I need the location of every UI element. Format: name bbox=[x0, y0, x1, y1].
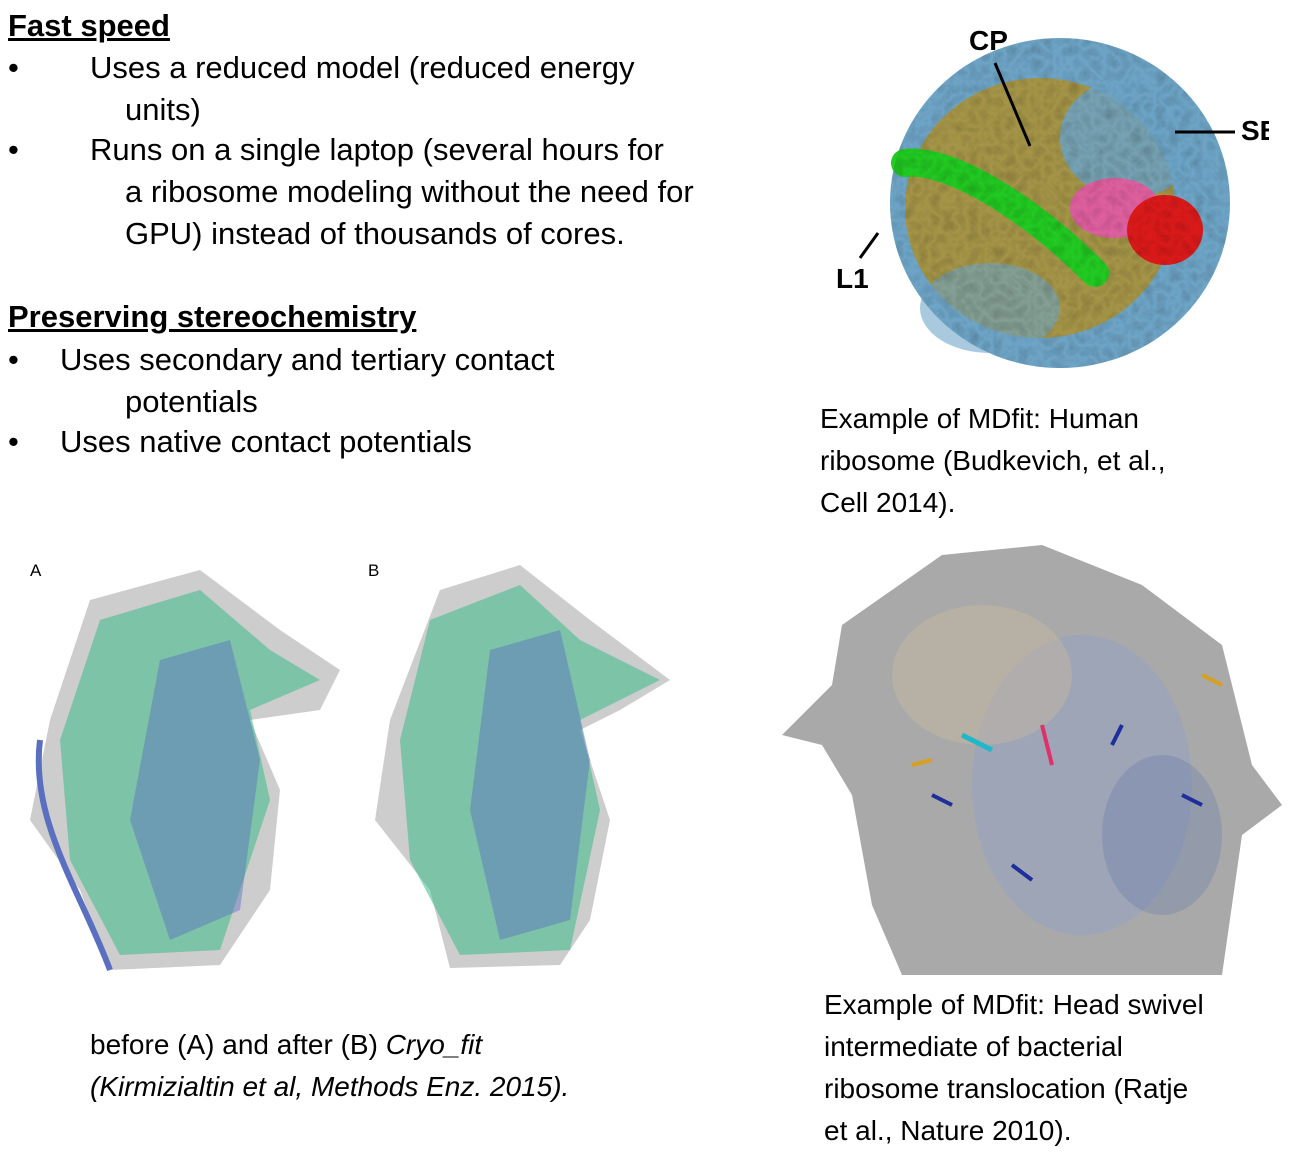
bullet-line: Uses a reduced model (reduced energy bbox=[90, 50, 635, 85]
label-sb: SB bbox=[1241, 115, 1269, 146]
bullet-line: Runs on a single laptop (several hours f… bbox=[90, 132, 664, 167]
caption-line: (Kirmizialtin et al, Methods Enz. 2015). bbox=[90, 1071, 570, 1102]
bullet-contact-potentials: • Uses secondary and tertiary contact po… bbox=[0, 339, 555, 423]
human-ribosome-image bbox=[858, 38, 1235, 368]
caption-line: before (A) and after (B) Cryo_fit bbox=[90, 1024, 569, 1066]
caption-line: Example of MDfit: Human bbox=[820, 403, 1139, 434]
caption-method-name: Cryo_fit bbox=[385, 1029, 483, 1060]
panel-b-structure bbox=[375, 565, 670, 968]
caption-text: before (A) and after (B) bbox=[90, 1029, 386, 1060]
bullet-single-laptop: • Runs on a single laptop (several hours… bbox=[0, 129, 694, 255]
bullet-native-contacts: • Uses native contact potentials bbox=[0, 421, 472, 463]
l1-leader-line bbox=[858, 232, 880, 259]
caption-line: et al., Nature 2010). bbox=[824, 1115, 1072, 1146]
caption-line: ribosome (Budkevich, et al., bbox=[820, 445, 1166, 476]
bullet-glyph: • bbox=[8, 50, 19, 85]
bullet-line: potentials bbox=[125, 384, 258, 419]
bullet-line: GPU) instead of thousands of cores. bbox=[125, 216, 625, 251]
caption-line: ribosome translocation (Ratje bbox=[824, 1073, 1189, 1104]
caption-line: intermediate of bacterial bbox=[824, 1031, 1123, 1062]
head-swivel-ribosome-image bbox=[782, 545, 1282, 975]
panel-a-structure bbox=[30, 570, 340, 972]
caption-cryo-fit: before (A) and after (B) Cryo_fit (Kirmi… bbox=[90, 1024, 569, 1108]
bullet-line: a ribosome modeling without the need for bbox=[125, 174, 694, 209]
caption-line: Example of MDfit: Head swivel bbox=[824, 989, 1204, 1020]
cp-leader-line bbox=[993, 62, 1032, 147]
panel-label-b: B bbox=[368, 561, 380, 580]
bullet-line: units) bbox=[125, 92, 201, 127]
bullet-line: Uses native contact potentials bbox=[60, 424, 472, 459]
label-cp: CP bbox=[969, 25, 1008, 56]
heading-stereochemistry: Preserving stereochemistry bbox=[8, 299, 417, 334]
bullet-line: Uses secondary and tertiary contact bbox=[60, 342, 555, 377]
bullet-glyph: • bbox=[8, 424, 19, 459]
caption-human-ribosome: Example of MDfit: Human ribosome (Budkev… bbox=[820, 398, 1166, 524]
label-l1: L1 bbox=[836, 263, 869, 294]
bullet-reduced-model: • Uses a reduced model (reduced energy u… bbox=[0, 47, 635, 131]
caption-head-swivel: Example of MDfit: Head swivel intermedia… bbox=[824, 984, 1204, 1152]
caption-line: Cell 2014). bbox=[820, 487, 956, 518]
panel-label-a: A bbox=[30, 561, 42, 580]
cryo-fit-before-after-image bbox=[30, 565, 670, 972]
heading-fast-speed: Fast speed bbox=[8, 8, 170, 43]
bullet-glyph: • bbox=[8, 132, 19, 167]
bullet-glyph: • bbox=[8, 342, 19, 377]
